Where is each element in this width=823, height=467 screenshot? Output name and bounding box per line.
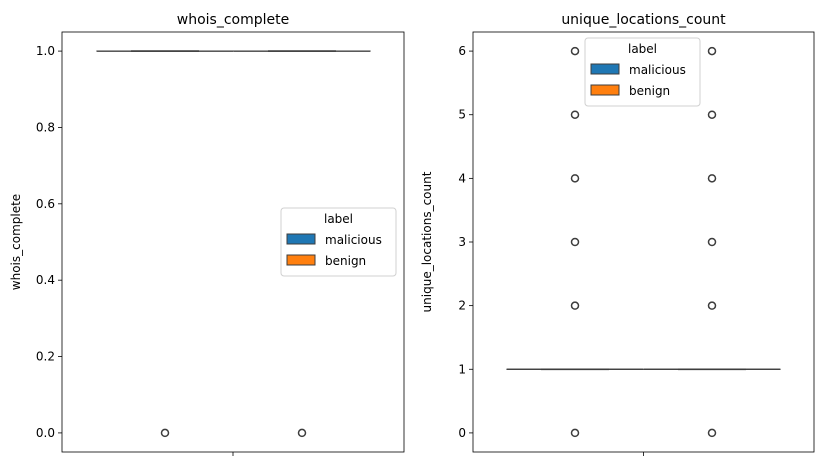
legend-entry-malicious: malicious bbox=[629, 63, 686, 77]
outlier-point bbox=[160, 428, 170, 438]
legend-swatch-malicious bbox=[590, 63, 620, 75]
legend-entry-malicious: malicious bbox=[325, 233, 382, 247]
y-tick-label: 1.0 bbox=[36, 44, 55, 58]
legend-swatch-benign bbox=[286, 254, 316, 266]
outlier-point bbox=[570, 46, 580, 56]
y-tick-label: 4 bbox=[458, 171, 466, 185]
y-tick-label: 1 bbox=[458, 362, 466, 376]
legend-swatch-benign bbox=[590, 84, 620, 96]
y-tick-label: 0.2 bbox=[36, 350, 55, 364]
y-tick-label: 2 bbox=[458, 299, 466, 313]
outlier-point bbox=[707, 174, 717, 183]
y-tick-label: 0.4 bbox=[36, 273, 55, 287]
y-axis-label: whois_complete bbox=[9, 194, 23, 290]
chart-title: whois_complete bbox=[177, 12, 289, 28]
outlier-point bbox=[570, 110, 580, 119]
outlier-point bbox=[707, 301, 717, 310]
y-tick-label: 3 bbox=[458, 235, 466, 249]
legend-title: label bbox=[628, 42, 657, 56]
outlier-point bbox=[707, 110, 717, 119]
y-tick-label: 5 bbox=[458, 108, 466, 122]
legend: label malicious benign bbox=[584, 37, 701, 107]
outlier-point bbox=[570, 174, 580, 183]
outlier-point bbox=[707, 46, 717, 56]
outlier-point bbox=[297, 428, 307, 438]
chart-title: unique_locations_count bbox=[561, 12, 726, 28]
chart-panel-1: whois_complete whois_complete 0.0 0.2 0.4 0.6… bbox=[9, 12, 405, 456]
outlier-point bbox=[570, 428, 580, 438]
legend-entry-benign: benign bbox=[629, 84, 670, 98]
legend-swatch-malicious bbox=[286, 233, 316, 245]
outlier-point bbox=[570, 301, 580, 310]
y-tick-label: 0.0 bbox=[36, 426, 55, 440]
y-tick-label: 0.8 bbox=[36, 120, 55, 134]
outlier-point bbox=[707, 428, 717, 438]
chart-panel-2: unique_locations_count unique_locations_c… bbox=[420, 12, 815, 456]
y-tick-label: 6 bbox=[458, 44, 466, 58]
y-axis-label: unique_locations_count bbox=[420, 171, 434, 312]
legend: label malicious benign bbox=[280, 207, 397, 277]
outlier-point bbox=[707, 237, 717, 247]
legend-entry-benign: benign bbox=[325, 254, 366, 268]
legend-title: label bbox=[324, 212, 353, 226]
y-tick-label: 0 bbox=[458, 426, 466, 440]
y-tick-label: 0.6 bbox=[36, 197, 55, 211]
outlier-point bbox=[570, 237, 580, 247]
